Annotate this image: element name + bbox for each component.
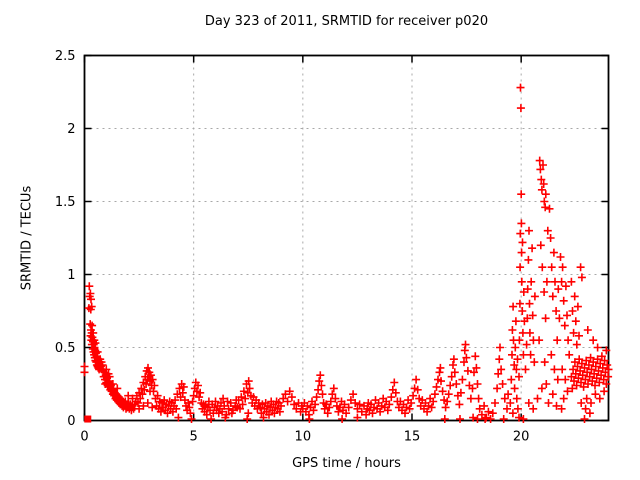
x-tick-label: 0 [80, 430, 88, 445]
x-tick-label: 5 [190, 430, 198, 445]
x-tick-label: 20 [513, 430, 530, 445]
x-tick-label: 15 [404, 430, 421, 445]
grid-lines [84, 55, 609, 421]
y-tick-label: 2.5 [55, 49, 76, 64]
plot-border [83, 54, 610, 422]
y-tick-label: 1.5 [55, 195, 76, 210]
x-tick-label: 10 [295, 430, 312, 445]
x-axis-label: GPS time / hours [292, 456, 401, 471]
chart-title: Day 323 of 2011, SRMTID for receiver p02… [204, 14, 489, 29]
y-tick-label: 0 [67, 414, 75, 429]
y-tick-label: 1 [67, 268, 75, 283]
y-tick-label: 2 [67, 122, 75, 137]
data-points [80, 83, 613, 423]
y-tick-label: 0.5 [55, 341, 76, 356]
tick-marks [83, 54, 609, 422]
dense-cluster-marker [84, 415, 92, 423]
